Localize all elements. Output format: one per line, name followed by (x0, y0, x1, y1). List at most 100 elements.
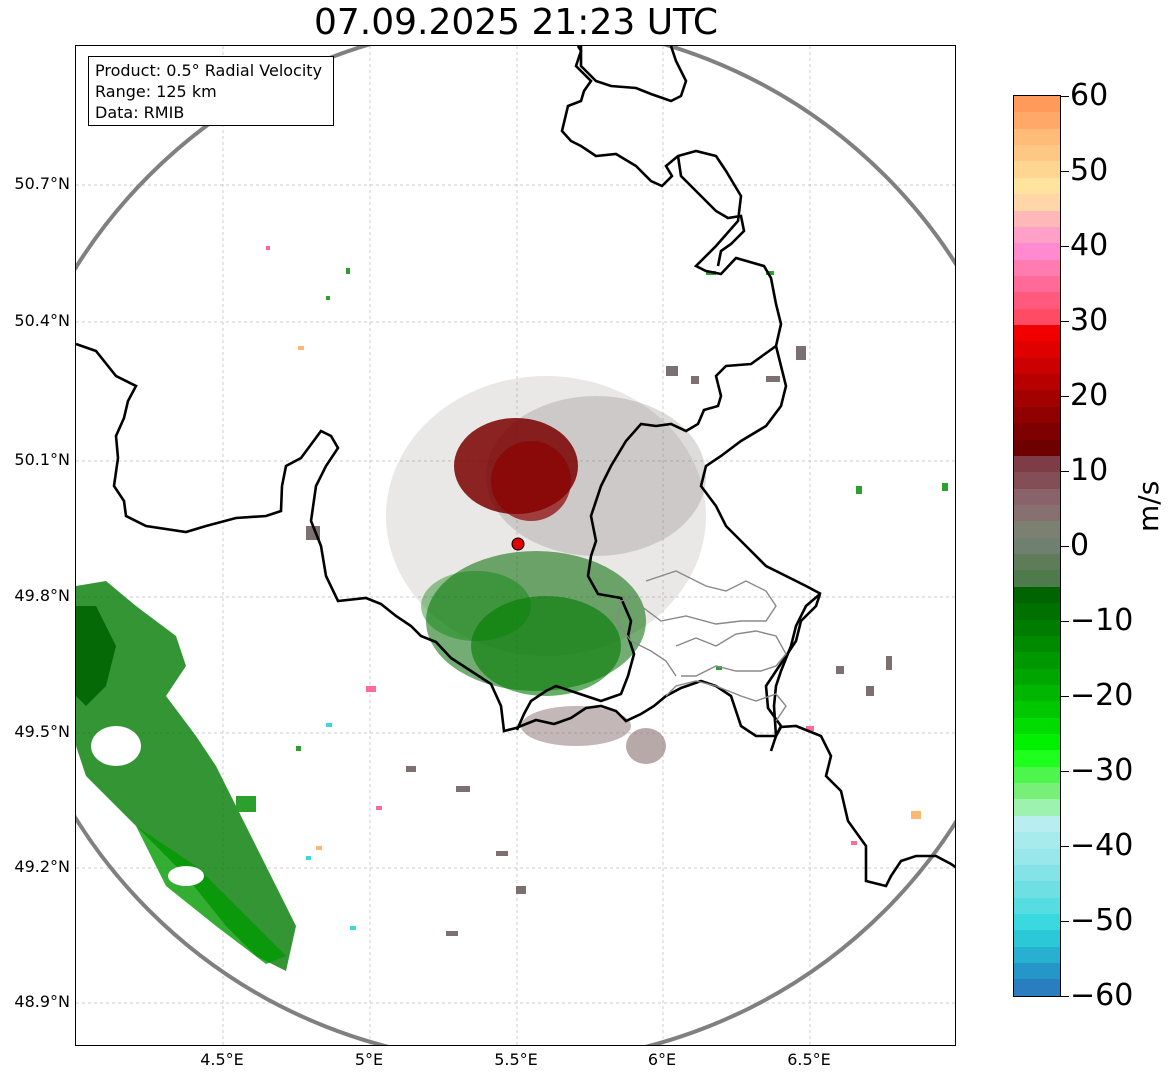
colorbar-segment (1014, 652, 1060, 669)
colorbar-tick-label: −20 (1070, 678, 1134, 713)
colorbar-segment (1014, 799, 1060, 816)
colorbar-segment (1014, 897, 1060, 914)
colorbar-segment (1014, 783, 1060, 800)
colorbar-segment (1014, 374, 1060, 391)
colorbar-segment (1014, 979, 1060, 996)
colorbar-segment (1014, 832, 1060, 849)
colorbar-tick-label: −40 (1070, 828, 1134, 863)
colorbar-tick (1061, 771, 1069, 772)
colorbar-tick-label: 50 (1070, 153, 1109, 188)
colorbar-segment (1014, 390, 1060, 407)
info-data-source: Data: RMIB (95, 103, 185, 122)
colorbar-tick (1061, 996, 1069, 997)
colorbar-segment (1014, 881, 1060, 898)
colorbar-segment (1014, 275, 1060, 293)
velocity-echoes (76, 246, 948, 971)
colorbar-segment (1014, 635, 1060, 653)
colorbar-segment (1014, 472, 1060, 489)
colorbar-tick-label: 20 (1070, 378, 1109, 413)
colorbar-tick (1061, 621, 1069, 622)
colorbar-segment (1014, 537, 1060, 555)
lat-label: 49.2°N (14, 857, 70, 876)
colorbar-segment (1014, 701, 1060, 718)
colorbar-segment (1014, 439, 1060, 456)
lon-label: 6°E (647, 1050, 677, 1069)
colorbar-segment (1014, 963, 1060, 980)
colorbar-segment (1014, 734, 1060, 751)
colorbar-segment (1014, 717, 1060, 735)
lat-label: 50.7°N (14, 174, 70, 193)
colorbar-segment (1014, 570, 1060, 587)
lon-label: 6.5°E (787, 1050, 831, 1069)
colorbar-segment (1014, 96, 1060, 113)
colorbar-tick (1061, 396, 1069, 397)
colorbar-segment (1014, 766, 1060, 784)
colorbar-tick (1061, 921, 1069, 922)
colorbar-tick (1061, 96, 1069, 97)
colorbar-segment (1014, 308, 1060, 326)
colorbar-segment (1014, 586, 1060, 604)
colorbar-segment (1014, 112, 1060, 129)
colorbar-segment (1014, 913, 1060, 931)
colorbar-tick (1061, 171, 1069, 172)
lon-label: 5°E (354, 1050, 384, 1069)
colorbar-tick-label: 10 (1070, 453, 1109, 488)
info-range: Range: 125 km (95, 82, 217, 101)
colorbar-segment (1014, 848, 1060, 865)
colorbar-segment (1014, 210, 1060, 227)
colorbar-segment (1014, 259, 1060, 276)
lat-label: 48.9°N (14, 992, 70, 1011)
colorbar-tick (1061, 246, 1069, 247)
colorbar-segment (1014, 357, 1060, 375)
plot-title: 07.09.2025 21:23 UTC (313, 2, 719, 43)
colorbar-segment (1014, 554, 1060, 571)
colorbar-segment (1014, 341, 1060, 358)
colorbar-segment (1014, 145, 1060, 162)
colorbar-segment (1014, 406, 1060, 424)
colorbar-segment (1014, 521, 1060, 538)
colorbar-tick-label: 40 (1070, 228, 1109, 263)
colorbar-segment (1014, 226, 1060, 244)
radar-site-marker (511, 537, 525, 551)
colorbar-tick-label: 60 (1070, 78, 1109, 113)
colorbar-segment (1014, 455, 1060, 473)
colorbar-tick-label: −60 (1070, 978, 1134, 1013)
product-info-box: Product: 0.5° Radial Velocity Range: 125… (88, 56, 334, 126)
info-product: Product: 0.5° Radial Velocity (95, 61, 323, 80)
lat-label: 50.1°N (14, 450, 70, 469)
colorbar-segment (1014, 930, 1060, 947)
colorbar-tick-label: −30 (1070, 753, 1134, 788)
colorbar-segment (1014, 177, 1060, 195)
colorbar-segment (1014, 292, 1060, 309)
colorbar-tick-label: 0 (1070, 528, 1090, 563)
colorbar-segment (1014, 946, 1060, 964)
lat-label: 49.5°N (14, 722, 70, 741)
colorbar-tick (1061, 321, 1069, 322)
colorbar-segment (1014, 750, 1060, 767)
lon-label: 5.5°E (494, 1050, 538, 1069)
colorbar-segment (1014, 504, 1060, 522)
colorbar-segment (1014, 325, 1060, 342)
colorbar-segment (1014, 815, 1060, 833)
colorbar-tick (1061, 471, 1069, 472)
lat-label: 50.4°N (14, 311, 70, 330)
colorbar-segment (1014, 128, 1060, 146)
radar-map (75, 45, 956, 1046)
colorbar-segment (1014, 161, 1060, 178)
velocity-colorbar (1013, 95, 1061, 997)
colorbar-segment (1014, 619, 1060, 636)
colorbar-segment (1014, 488, 1060, 505)
colorbar-segment (1014, 668, 1060, 685)
map-canvas (76, 46, 955, 1045)
colorbar-tick-label: −10 (1070, 603, 1134, 638)
lon-label: 4.5°E (200, 1050, 244, 1069)
colorbar-unit: m/s (1132, 480, 1165, 532)
colorbar-segment (1014, 864, 1060, 882)
colorbar-tick-label: 30 (1070, 303, 1109, 338)
colorbar-tick (1061, 696, 1069, 697)
admin-borders (615, 570, 787, 722)
colorbar-segment (1014, 194, 1060, 211)
lat-label: 49.8°N (14, 586, 70, 605)
colorbar-tick-label: −50 (1070, 903, 1134, 938)
colorbar-segment (1014, 603, 1060, 620)
